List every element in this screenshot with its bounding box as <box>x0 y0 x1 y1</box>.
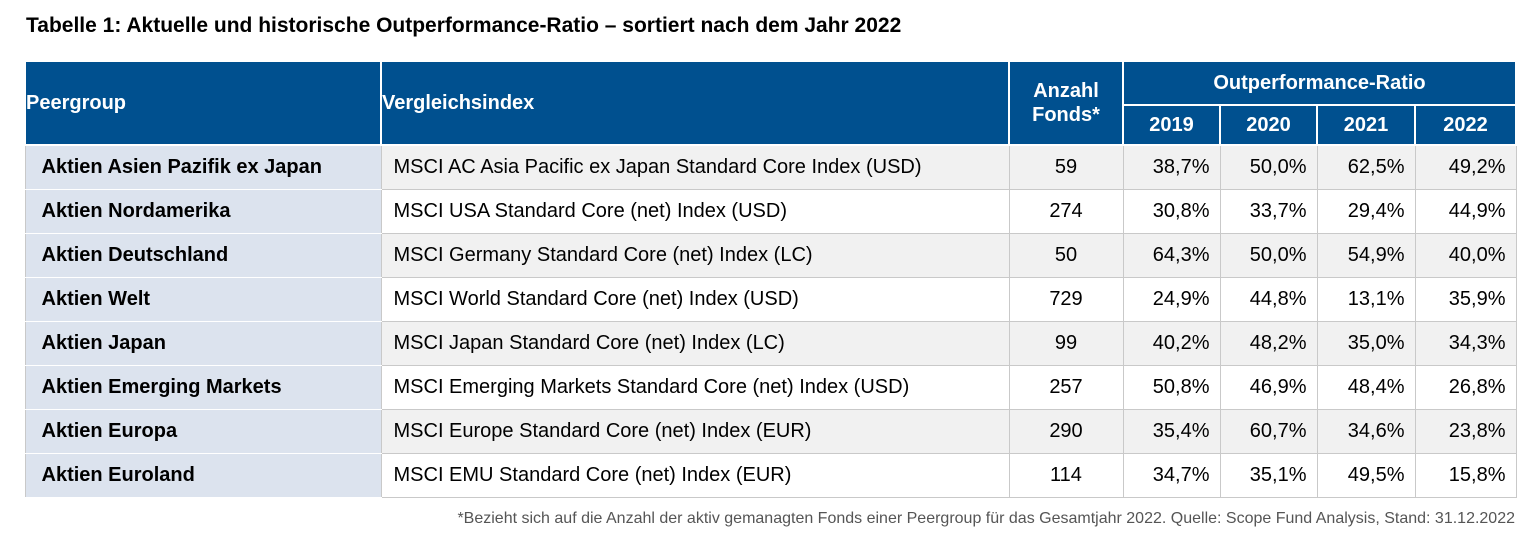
ratio-2020-cell: 44,8% <box>1219 276 1318 322</box>
header-anzahl-fonds: Anzahl Fonds* <box>1008 60 1124 146</box>
header-anzahl-line1: Anzahl <box>1033 80 1099 102</box>
table-row: Aktien Emerging Markets MSCI Emerging Ma… <box>24 364 1517 410</box>
peergroup-cell: Aktien Nordamerika <box>24 188 382 234</box>
peergroup-cell: Aktien Europa <box>24 408 382 454</box>
index-cell: MSCI Japan Standard Core (net) Index (LC… <box>380 320 1010 366</box>
ratio-2022-cell: 23,8% <box>1414 408 1517 454</box>
table-row: Aktien Euroland MSCI EMU Standard Core (… <box>24 452 1517 498</box>
table-row: Aktien Welt MSCI World Standard Core (ne… <box>24 276 1517 322</box>
ratio-2021-cell: 54,9% <box>1316 232 1416 278</box>
header-year-2021: 2021 <box>1316 104 1416 146</box>
ratio-2019-cell: 30,8% <box>1122 188 1221 234</box>
count-cell: 290 <box>1008 408 1124 454</box>
header-anzahl-line2: Fonds* <box>1032 104 1100 126</box>
ratio-2020-cell: 50,0% <box>1219 232 1318 278</box>
ratio-2020-cell: 33,7% <box>1219 188 1318 234</box>
ratio-2020-cell: 46,9% <box>1219 364 1318 410</box>
peergroup-cell: Aktien Welt <box>24 276 382 322</box>
count-cell: 114 <box>1008 452 1124 498</box>
outperformance-table: Peergroup Vergleichsindex Anzahl Fonds* O… <box>24 60 1517 498</box>
footnote: *Bezieht sich auf die Anzahl der aktiv g… <box>457 510 1515 527</box>
ratio-2019-cell: 50,8% <box>1122 364 1221 410</box>
index-cell: MSCI AC Asia Pacific ex Japan Standard C… <box>380 144 1010 190</box>
header-outperformance-ratio: Outperformance-Ratio <box>1122 60 1517 106</box>
count-cell: 274 <box>1008 188 1124 234</box>
table-row: Aktien Europa MSCI Europe Standard Core … <box>24 408 1517 454</box>
peergroup-cell: Aktien Deutschland <box>24 232 382 278</box>
ratio-2022-cell: 44,9% <box>1414 188 1517 234</box>
ratio-2021-cell: 62,5% <box>1316 144 1416 190</box>
peergroup-cell: Aktien Emerging Markets <box>24 364 382 410</box>
ratio-2021-cell: 29,4% <box>1316 188 1416 234</box>
ratio-2019-cell: 34,7% <box>1122 452 1221 498</box>
table-row: Aktien Nordamerika MSCI USA Standard Cor… <box>24 188 1517 234</box>
peergroup-cell: Aktien Euroland <box>24 452 382 498</box>
index-cell: MSCI World Standard Core (net) Index (US… <box>380 276 1010 322</box>
table-title: Tabelle 1: Aktuelle und historische Outp… <box>26 14 902 37</box>
ratio-2022-cell: 35,9% <box>1414 276 1517 322</box>
table-row: Aktien Japan MSCI Japan Standard Core (n… <box>24 320 1517 366</box>
peergroup-cell: Aktien Japan <box>24 320 382 366</box>
ratio-2022-cell: 34,3% <box>1414 320 1517 366</box>
ratio-2022-cell: 40,0% <box>1414 232 1517 278</box>
ratio-2019-cell: 38,7% <box>1122 144 1221 190</box>
ratio-2021-cell: 49,5% <box>1316 452 1416 498</box>
header-year-2019: 2019 <box>1122 104 1221 146</box>
header-year-2022: 2022 <box>1414 104 1517 146</box>
ratio-2021-cell: 34,6% <box>1316 408 1416 454</box>
table-row: Aktien Deutschland MSCI Germany Standard… <box>24 232 1517 278</box>
count-cell: 59 <box>1008 144 1124 190</box>
ratio-2022-cell: 15,8% <box>1414 452 1517 498</box>
ratio-2020-cell: 50,0% <box>1219 144 1318 190</box>
table-row: Aktien Asien Pazifik ex Japan MSCI AC As… <box>24 144 1517 190</box>
ratio-2021-cell: 35,0% <box>1316 320 1416 366</box>
ratio-2022-cell: 49,2% <box>1414 144 1517 190</box>
ratio-2019-cell: 40,2% <box>1122 320 1221 366</box>
ratio-2019-cell: 35,4% <box>1122 408 1221 454</box>
index-cell: MSCI EMU Standard Core (net) Index (EUR) <box>380 452 1010 498</box>
header-vergleichsindex: Vergleichsindex <box>380 60 1010 146</box>
ratio-2022-cell: 26,8% <box>1414 364 1517 410</box>
ratio-2020-cell: 60,7% <box>1219 408 1318 454</box>
count-cell: 99 <box>1008 320 1124 366</box>
count-cell: 257 <box>1008 364 1124 410</box>
header-year-2020: 2020 <box>1219 104 1318 146</box>
ratio-2020-cell: 35,1% <box>1219 452 1318 498</box>
ratio-2020-cell: 48,2% <box>1219 320 1318 366</box>
header-peergroup: Peergroup <box>24 60 382 146</box>
index-cell: MSCI Emerging Markets Standard Core (net… <box>380 364 1010 410</box>
ratio-2021-cell: 13,1% <box>1316 276 1416 322</box>
peergroup-cell: Aktien Asien Pazifik ex Japan <box>24 144 382 190</box>
ratio-2019-cell: 24,9% <box>1122 276 1221 322</box>
count-cell: 729 <box>1008 276 1124 322</box>
count-cell: 50 <box>1008 232 1124 278</box>
ratio-2019-cell: 64,3% <box>1122 232 1221 278</box>
index-cell: MSCI Germany Standard Core (net) Index (… <box>380 232 1010 278</box>
index-cell: MSCI Europe Standard Core (net) Index (E… <box>380 408 1010 454</box>
ratio-2021-cell: 48,4% <box>1316 364 1416 410</box>
index-cell: MSCI USA Standard Core (net) Index (USD) <box>380 188 1010 234</box>
